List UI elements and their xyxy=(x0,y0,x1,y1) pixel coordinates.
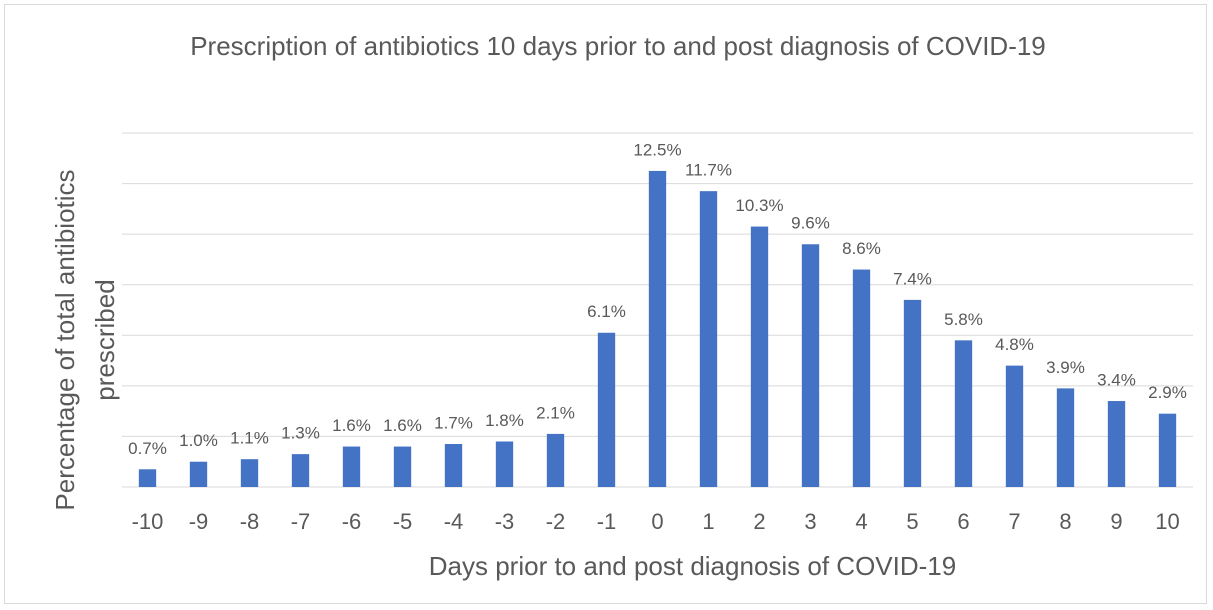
bar xyxy=(546,433,565,487)
chart-title: Prescription of antibiotics 10 days prio… xyxy=(190,31,1046,61)
bar xyxy=(393,446,412,487)
y-axis-label: Percentage of total antibiotics prescrib… xyxy=(50,169,120,511)
x-tick-label: -10 xyxy=(132,509,164,534)
x-tick-label: -6 xyxy=(342,509,362,534)
data-label: 1.7% xyxy=(434,413,473,432)
bar xyxy=(648,170,667,487)
x-tick-label: 6 xyxy=(957,509,969,534)
data-label: 1.6% xyxy=(383,416,422,435)
x-tick-label: -2 xyxy=(546,509,566,534)
bar xyxy=(495,441,514,487)
data-label: 11.7% xyxy=(685,161,732,180)
bar xyxy=(801,244,820,487)
bar xyxy=(342,446,361,487)
bar xyxy=(750,226,769,488)
x-tick-label: 4 xyxy=(855,509,867,534)
x-tick-label: -3 xyxy=(495,509,515,534)
x-tick-label: -5 xyxy=(393,509,413,534)
data-label: 5.8% xyxy=(944,310,983,329)
x-tick-label: -7 xyxy=(291,509,311,534)
x-tick-label: 7 xyxy=(1008,509,1020,534)
bar xyxy=(1107,401,1126,487)
bar xyxy=(240,459,259,487)
data-label: 1.6% xyxy=(332,416,371,435)
x-tick-label: 5 xyxy=(906,509,918,534)
data-label: 3.9% xyxy=(1046,358,1085,377)
bar xyxy=(1005,365,1024,487)
data-label: 4.8% xyxy=(995,335,1034,354)
x-tick-label: 8 xyxy=(1059,509,1071,534)
x-tick-label: -9 xyxy=(189,509,209,534)
x-tick-label: 9 xyxy=(1110,509,1122,534)
bar xyxy=(189,461,208,487)
data-label: 1.1% xyxy=(230,429,269,448)
bar xyxy=(138,469,157,487)
x-tick-label: -4 xyxy=(444,509,464,534)
data-label: 1.8% xyxy=(485,411,524,430)
x-axis-label: Days prior to and post diagnosis of COVI… xyxy=(429,551,956,581)
x-tick-label: -1 xyxy=(597,509,617,534)
data-label: 3.4% xyxy=(1097,371,1136,390)
data-label: 2.9% xyxy=(1148,383,1187,402)
x-tick-label: -8 xyxy=(240,509,260,534)
data-label: 1.3% xyxy=(281,424,320,443)
bar xyxy=(903,299,922,487)
bar xyxy=(291,454,310,487)
bar xyxy=(852,269,871,487)
bar xyxy=(699,191,718,487)
bar xyxy=(1056,388,1075,487)
data-label: 8.6% xyxy=(842,239,881,258)
x-tick-label: 3 xyxy=(804,509,816,534)
data-label: 9.6% xyxy=(791,214,830,233)
x-tick-label: 10 xyxy=(1155,509,1179,534)
chart-frame xyxy=(4,4,1207,604)
bar xyxy=(1158,413,1177,487)
x-tick-label: 2 xyxy=(753,509,765,534)
x-tick-label: 0 xyxy=(651,509,663,534)
bar xyxy=(597,332,616,487)
bar xyxy=(954,340,973,487)
data-label: 7.4% xyxy=(893,269,932,288)
data-label: 12.5% xyxy=(633,140,681,159)
data-label: 6.1% xyxy=(587,302,626,321)
data-label: 0.7% xyxy=(128,439,167,458)
x-tick-label: 1 xyxy=(702,509,714,534)
bar xyxy=(444,444,463,487)
data-label: 10.3% xyxy=(735,196,783,215)
data-label: 1.0% xyxy=(179,431,218,450)
data-label: 2.1% xyxy=(536,403,575,422)
